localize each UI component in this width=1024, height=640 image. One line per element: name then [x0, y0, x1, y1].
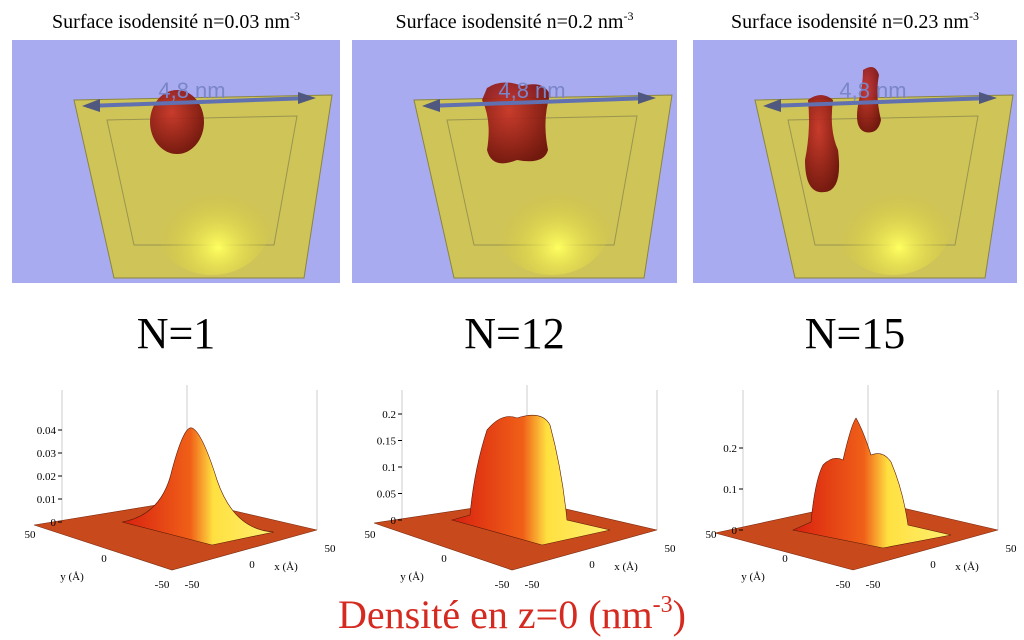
z-tick-label: 0	[732, 525, 738, 537]
y-axis-label: y (Å)	[60, 571, 84, 583]
glow	[833, 165, 953, 275]
x-tick-label: 0	[930, 559, 936, 571]
panel: Surface isodensité n=0.03 nm-3 4,8 nm N=1 0…	[12, 9, 340, 591]
title-text: Surface isodensité n=0.23 nm	[731, 11, 969, 33]
caption: Densité en z=0 (nm-3)	[338, 592, 686, 637]
z-tick-label: 0	[391, 515, 397, 527]
panel-title: Surface isodensité n=0.2 nm-3	[396, 9, 634, 33]
z-tick-label: 0.2	[382, 409, 396, 421]
x-tick-label: -50	[525, 579, 540, 591]
isosurface	[857, 66, 881, 133]
panel: Surface isodensité n=0.2 nm-3 4,8 nm N=12 0…	[352, 9, 677, 591]
y-tick-label: 50	[25, 529, 37, 541]
arrow-head	[82, 99, 100, 112]
box-back	[787, 115, 979, 246]
glow	[492, 165, 612, 275]
y-tick-label: 50	[365, 529, 377, 541]
scale-arrow	[767, 96, 992, 108]
z-tick-label: 0.05	[377, 489, 397, 501]
z-tick-label: 0.15	[377, 436, 397, 448]
density-surface	[792, 417, 952, 549]
scale-label: 4,8 nm	[498, 78, 565, 103]
title-text: Surface isodensité n=0.03 nm	[52, 11, 290, 33]
scale-label: 4,8 nm	[158, 78, 225, 103]
y-tick-label: -50	[836, 579, 851, 591]
n-label: N=1	[137, 309, 216, 358]
x-tick-label: 50	[665, 543, 677, 555]
arrow-head	[979, 92, 997, 104]
panel-title: Surface isodensité n=0.23 nm-3	[731, 9, 979, 33]
scale-arrow	[426, 96, 651, 108]
z-tick-label: 0	[51, 517, 57, 529]
x-tick-label: 50	[325, 543, 337, 555]
density-surface	[121, 427, 275, 546]
y-tick-label: 0	[441, 553, 447, 565]
z-tick-label: 0.2	[723, 443, 737, 455]
x-tick-label: 0	[589, 559, 595, 571]
x-tick-label: 50	[1006, 543, 1018, 555]
title-exponent: -3	[623, 9, 633, 23]
y-axis-label: y (Å)	[400, 571, 424, 583]
z-tick-label: 0.04	[37, 425, 57, 437]
x-axis-label: x (Å)	[955, 561, 979, 573]
z-tick-label: 0.03	[37, 448, 57, 460]
y-tick-label: -50	[495, 579, 510, 591]
isosurface	[805, 95, 840, 193]
isosurface	[150, 90, 204, 154]
x-axis-label: x (Å)	[274, 561, 298, 573]
title-exponent: -3	[969, 9, 979, 23]
n-label: N=12	[464, 309, 565, 358]
x-tick-label: 0	[249, 559, 255, 571]
arrow-head	[638, 92, 656, 104]
scale-arrow	[86, 96, 311, 108]
glow	[152, 165, 272, 275]
y-tick-label: 0	[782, 553, 788, 565]
title-text: Surface isodensité n=0.2 nm	[396, 11, 624, 33]
y-tick-label: 50	[706, 529, 718, 541]
z-tick-label: 0.01	[37, 494, 56, 506]
z-tick-label: 0.1	[382, 462, 396, 474]
x-axis-label: x (Å)	[614, 561, 638, 573]
n-label: N=15	[805, 309, 906, 358]
y-axis-label: y (Å)	[741, 571, 765, 583]
z-tick-label: 0.1	[723, 484, 737, 496]
panel-title: Surface isodensité n=0.03 nm-3	[52, 9, 300, 33]
box-back	[446, 115, 638, 246]
z-tick-label: 0.02	[37, 471, 56, 483]
x-tick-label: -50	[866, 579, 881, 591]
y-tick-label: 0	[101, 553, 107, 565]
arrow-head	[298, 92, 316, 104]
box-back	[106, 115, 298, 246]
x-tick-label: -50	[185, 579, 200, 591]
panel: Surface isodensité n=0.23 nm-3 4,8 nm N=15…	[693, 9, 1017, 591]
arrow-head	[763, 99, 781, 112]
density-surface	[450, 414, 611, 546]
scale-label: 4,8 nm	[839, 78, 906, 103]
arrow-head	[422, 99, 440, 112]
title-exponent: -3	[290, 9, 300, 23]
y-tick-label: -50	[155, 579, 170, 591]
